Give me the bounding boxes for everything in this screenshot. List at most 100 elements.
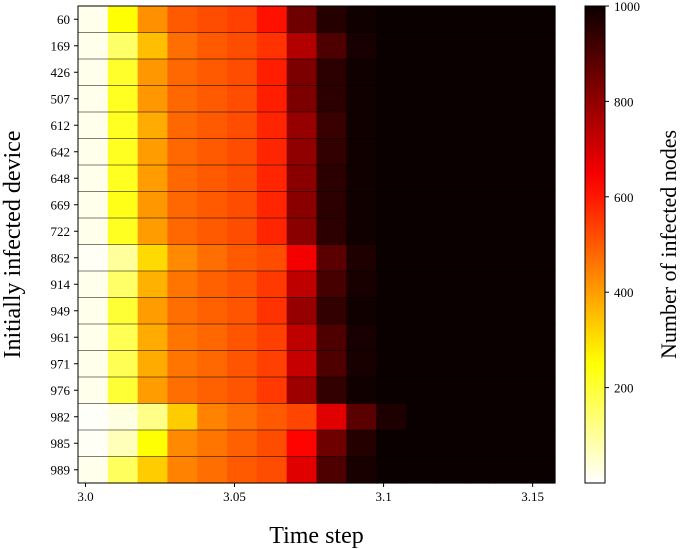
heatmap-cell — [107, 403, 139, 431]
heatmap-cell — [197, 350, 228, 378]
heatmap-cell — [435, 138, 467, 166]
heatmap-cell — [376, 165, 407, 193]
heatmap-cell — [137, 6, 169, 34]
heatmap-cell — [525, 165, 556, 193]
heatmap-cell — [465, 324, 496, 352]
heatmap-cell — [525, 430, 556, 458]
heatmap-cell — [405, 271, 437, 299]
heatmap-cell — [465, 85, 496, 113]
heatmap-cell — [197, 6, 228, 34]
heatmap-cell — [107, 138, 139, 166]
heatmap-cell — [286, 59, 318, 87]
heatmap-cell — [137, 297, 169, 325]
heatmap-cell — [525, 85, 556, 113]
heatmap-cell — [107, 191, 139, 219]
heatmap-cell — [346, 403, 377, 431]
y-tick-label: 507 — [51, 91, 71, 106]
heatmap-cell — [256, 165, 288, 193]
heatmap-cell — [286, 324, 318, 352]
heatmap-cell — [78, 165, 109, 193]
heatmap-cell — [376, 403, 407, 431]
heatmap-cell — [227, 297, 258, 325]
heatmap-cell — [495, 218, 526, 246]
heatmap-cell — [137, 191, 169, 219]
heatmap-cell — [197, 430, 228, 458]
heatmap-cell — [227, 377, 258, 405]
heatmap-cell — [405, 6, 437, 34]
heatmap-cell — [405, 350, 437, 378]
heatmap-cell — [525, 218, 556, 246]
heatmap-cell — [525, 191, 556, 219]
heatmap-cell — [435, 112, 467, 140]
x-tick-label: 3.15 — [521, 489, 544, 504]
heatmap-cell — [137, 32, 169, 60]
heatmap-cell — [107, 165, 139, 193]
heatmap-cell — [78, 59, 109, 87]
heatmap-cell — [197, 377, 228, 405]
heatmap-cell — [405, 403, 437, 431]
heatmap-cell — [256, 32, 288, 60]
heatmap-cell — [137, 244, 169, 272]
heatmap-cell — [435, 218, 467, 246]
heatmap-cell — [197, 59, 228, 87]
heatmap-cell — [167, 112, 198, 140]
y-tick-label: 648 — [51, 171, 71, 186]
heatmap-cell — [167, 85, 198, 113]
heatmap-cell — [137, 138, 169, 166]
heatmap-cell — [346, 271, 377, 299]
heatmap-cell — [316, 244, 347, 272]
heatmap-cell — [286, 271, 318, 299]
y-tick-label: 169 — [51, 38, 71, 53]
heatmap-cell — [167, 138, 198, 166]
heatmap-cell — [495, 191, 526, 219]
heatmap-cell — [435, 456, 467, 484]
heatmap-cell — [346, 377, 377, 405]
heatmap-cell — [167, 377, 198, 405]
heatmap-cell — [197, 165, 228, 193]
heatmap-cell — [376, 85, 407, 113]
heatmap-cell — [495, 324, 526, 352]
heatmap-cell — [346, 430, 377, 458]
heatmap-cell — [78, 456, 109, 484]
heatmap-cell — [286, 32, 318, 60]
y-tick-label: 982 — [51, 409, 71, 424]
heatmap-cell — [256, 85, 288, 113]
heatmap-cell — [197, 297, 228, 325]
heatmap-cell — [405, 297, 437, 325]
heatmap-cell — [405, 244, 437, 272]
heatmap-cell — [495, 244, 526, 272]
heatmap-cell — [495, 377, 526, 405]
y-tick-label: 862 — [51, 250, 71, 265]
heatmap-cell — [78, 297, 109, 325]
heatmap-cells — [78, 6, 556, 484]
heatmap-cell — [405, 165, 437, 193]
heatmap-cell — [465, 191, 496, 219]
heatmap-cell — [227, 85, 258, 113]
heatmap-cell — [286, 350, 318, 378]
heatmap-cell — [78, 403, 109, 431]
heatmap-cell — [256, 350, 288, 378]
heatmap-cell — [197, 403, 228, 431]
heatmap-cell — [78, 244, 109, 272]
heatmap-cell — [525, 138, 556, 166]
heatmap-cell — [525, 377, 556, 405]
colorbar-tick-label: 200 — [614, 381, 634, 396]
heatmap-cell — [465, 350, 496, 378]
y-axis-title: Initially infected device — [0, 131, 26, 359]
heatmap-cell — [197, 456, 228, 484]
heatmap-cell — [435, 32, 467, 60]
heatmap-cell — [78, 138, 109, 166]
heatmap-cell — [107, 85, 139, 113]
heatmap-cell — [107, 377, 139, 405]
heatmap-cell — [495, 297, 526, 325]
heatmap-cell — [167, 271, 198, 299]
heatmap-cell — [405, 138, 437, 166]
heatmap-cell — [137, 456, 169, 484]
heatmap-cell — [256, 112, 288, 140]
heatmap-cell — [465, 112, 496, 140]
heatmap-cell — [227, 403, 258, 431]
heatmap-cell — [525, 456, 556, 484]
heatmap-cell — [197, 85, 228, 113]
y-tick-label: 722 — [51, 224, 71, 239]
colorbar-title: Number of infected nodes — [656, 130, 681, 359]
